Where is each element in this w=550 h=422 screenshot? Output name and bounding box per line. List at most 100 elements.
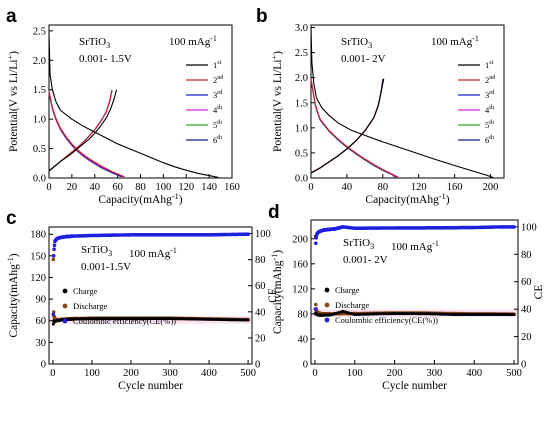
rate-label: 100 mAg-1 [169, 34, 217, 48]
series-5th-discharge [310, 79, 396, 178]
x-tick-label: 160 [447, 182, 463, 193]
legend-marker-1 [62, 303, 68, 309]
annotation-material: SrTiO3 [343, 237, 374, 251]
series-5th-charge [48, 90, 113, 172]
y2-tick-label: 40 [255, 307, 266, 318]
y2-tick-label: 60 [521, 277, 532, 288]
legend-label-0: Charge [73, 286, 98, 296]
y-tick-label: 1.5 [33, 85, 46, 96]
legend-label-6th: 6th [213, 135, 222, 145]
y-tick-label: 2.0 [33, 56, 46, 67]
x-tick-label: 0 [308, 182, 313, 193]
legend-marker-2 [324, 317, 330, 323]
annotation-material: SrTiO3 [79, 36, 110, 50]
x-tick-label: 100 [347, 368, 363, 379]
x-tick-label: 140 [201, 182, 217, 193]
legend-label-1st: 1st [213, 60, 222, 70]
series-6th-charge [48, 90, 113, 172]
x-tick-label: 200 [387, 368, 403, 379]
legend-label-2nd: 2nd [213, 75, 223, 85]
series-3rd-charge [310, 79, 384, 174]
plot-frame [310, 219, 519, 365]
y-tick-label: 0.0 [295, 174, 308, 185]
legend-label-2nd: 2nd [485, 75, 495, 85]
series-4th-discharge [310, 79, 397, 178]
y-tick-label: 200 [292, 234, 308, 245]
x-tick-label: 300 [162, 368, 178, 379]
discharge-series-point [51, 257, 56, 262]
legend-label-3rd: 3rd [213, 90, 222, 100]
rate-label: 100 mAg-1 [431, 34, 479, 48]
series-6th-discharge [310, 79, 395, 178]
y-tick-label: 0.5 [295, 148, 308, 159]
ce-series-point [314, 241, 318, 246]
x-tick-label: 100 [84, 368, 100, 379]
x-tick-label: 0 [50, 368, 55, 379]
y-tick-label: 0 [303, 360, 308, 371]
series-5th-charge [310, 79, 384, 174]
series-5th-discharge [48, 91, 123, 178]
y2-axis-title: CE [267, 288, 279, 303]
y-tick-label: 2.5 [295, 48, 308, 59]
rate-label: 100 mAg-1 [391, 239, 439, 253]
x-tick-label: 20 [67, 182, 78, 193]
y2-tick-label: 20 [521, 332, 532, 343]
x-tick-label: 400 [466, 368, 482, 379]
legend-marker-2 [62, 318, 68, 324]
y2-axis-title: CE [533, 285, 545, 300]
x-tick-label: 400 [201, 368, 217, 379]
legend-label-0: Charge [335, 285, 360, 295]
panel-c: c0 100 200 300 400 50003060901201501800204060… [6, 208, 279, 392]
rate-label: 100 mAg-1 [129, 246, 177, 260]
legend-label-1: Discharge [335, 300, 370, 310]
panel-b: b 0 40 80 120 160 200 0.0 0.5 1.0 1.5 2.0 2.5 3.0 Capa… [256, 6, 505, 206]
x-tick-label: 0 [46, 182, 51, 193]
charge-series [313, 309, 516, 317]
y-tick-label: 180 [30, 230, 46, 241]
y-tick-label: 160 [292, 259, 308, 270]
annotation-voltage: 0.001- 1.5V [79, 53, 132, 65]
series-2nd-charge [48, 89, 113, 172]
y-tick-label: 120 [30, 273, 46, 284]
y-tick-label: 80 [298, 309, 309, 320]
plot-frame [48, 226, 253, 365]
y-tick-label: 2.0 [295, 73, 308, 84]
legend-label-6th: 6th [485, 135, 494, 145]
x-tick-label: 120 [178, 182, 194, 193]
y2-tick-label: 100 [255, 229, 271, 240]
legend-marker-1 [324, 302, 330, 308]
panel-letter: a [6, 6, 17, 27]
y2-tick-label: 20 [255, 333, 266, 344]
annotation-material: SrTiO3 [81, 244, 112, 258]
panel-d: d0 100 200 300 400 50004080120160200020406080… [268, 202, 545, 392]
series-1st-charge [310, 78, 385, 174]
y-tick-label: 1.5 [295, 98, 308, 109]
ce-series-point [512, 225, 516, 229]
x-tick-label: 200 [483, 182, 499, 193]
y-tick-label: 1.0 [33, 115, 46, 126]
x-tick-label: 120 [411, 182, 427, 193]
y2-tick-label: 0 [255, 360, 260, 371]
series-3rd-charge [48, 90, 113, 172]
annotation-voltage: 0.001- 2V [343, 254, 388, 266]
y-tick-label: 2.5 [33, 26, 46, 37]
legend-label-1st: 1st [485, 60, 494, 70]
legend-label-4th: 4th [485, 105, 494, 115]
series-4th-charge [310, 79, 384, 174]
x-tick-label: 500 [240, 368, 256, 379]
plot-frame [310, 24, 505, 179]
series-4th-discharge [48, 91, 123, 178]
legend-label-2: Coulombic efficiency(CE(%)) [73, 316, 176, 326]
ce-series-point [313, 307, 318, 311]
ce-series [313, 225, 516, 311]
series-6th-discharge [48, 92, 122, 178]
ce-series [51, 232, 250, 317]
y2-tick-label: 100 [521, 222, 537, 233]
x-tick-label: 0 [312, 368, 317, 379]
x-tick-label: 40 [90, 182, 101, 193]
y-tick-label: 1.0 [295, 123, 308, 134]
ce-series-point [51, 312, 56, 317]
y2-tick-label: 40 [521, 305, 532, 316]
legend-label-5th: 5th [213, 120, 222, 130]
